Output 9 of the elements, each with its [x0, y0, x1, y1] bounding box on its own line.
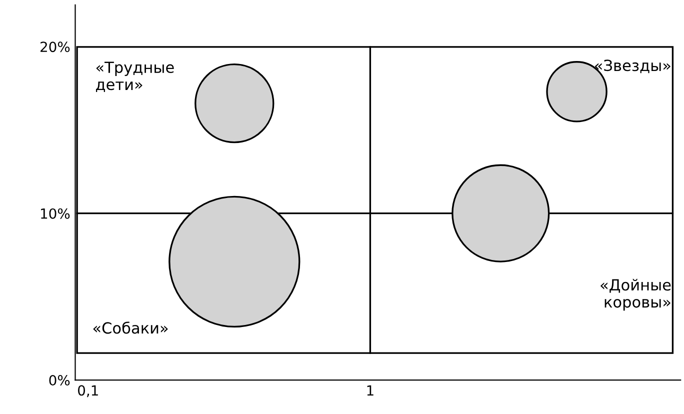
y-tick-label: 20%: [40, 42, 70, 52]
x-tick-label: 0,1: [78, 385, 98, 398]
annotation: «Дойные коровы»: [600, 278, 671, 311]
annotation: «Собаки»: [93, 322, 168, 334]
x-tick-label: 1: [367, 385, 374, 396]
annotation: «Звезды»: [595, 60, 670, 74]
y-tick-label: 0%: [49, 375, 70, 386]
y-tick-label: 10%: [41, 208, 70, 219]
annotation: «Трудные дети»: [96, 62, 174, 92]
